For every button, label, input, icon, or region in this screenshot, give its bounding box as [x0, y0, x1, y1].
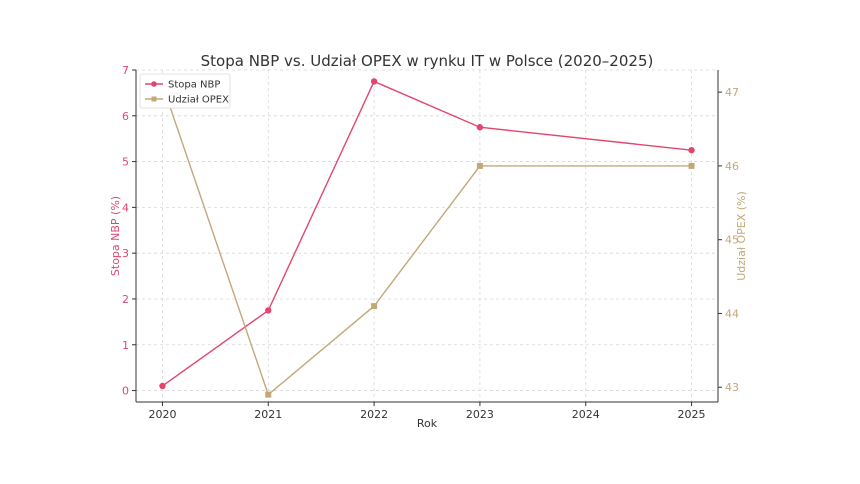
- x-tick-label: 2021: [254, 408, 282, 421]
- series-1-point: [265, 307, 272, 314]
- x-axis-label: Rok: [417, 417, 438, 430]
- legend-swatch-marker: [151, 96, 157, 102]
- legend-label: Udział OPEX: [168, 95, 229, 106]
- series-1-point: [476, 124, 484, 131]
- left-tick-label: 7: [122, 64, 129, 77]
- right-axis-label: Udział OPEX (%): [735, 191, 748, 281]
- left-tick-label: 1: [122, 339, 129, 352]
- series-layer: [159, 78, 695, 398]
- x-tick-label: 2024: [572, 408, 600, 421]
- series-2-point: [265, 391, 272, 398]
- left-tick-label: 4: [122, 201, 129, 214]
- x-tick-label: 2022: [360, 408, 388, 421]
- left-tick-label: 0: [122, 385, 129, 398]
- left-tick-label: 2: [122, 293, 129, 306]
- x-tick-label: 2020: [148, 408, 176, 421]
- left-tick-label: 6: [122, 110, 129, 123]
- legend-swatch-marker: [151, 81, 157, 87]
- series-1-point: [370, 78, 378, 85]
- left-tick-label: 5: [122, 156, 129, 169]
- left-axis-label: Stopa NBP (%): [109, 196, 122, 276]
- right-tick-label: 43: [725, 381, 739, 394]
- legend-label: Stopa NBP: [168, 80, 220, 91]
- series-2-point: [371, 303, 378, 310]
- series-2-point: [476, 162, 483, 169]
- right-tick-label: 45: [725, 234, 739, 247]
- series-line-1: [162, 80, 692, 387]
- series-1-point: [688, 146, 695, 154]
- right-tick-label: 47: [725, 86, 739, 99]
- left-tick-label: 3: [122, 247, 129, 260]
- legend: Stopa NBP Udział OPEX: [139, 73, 231, 109]
- series-line-2: [161, 84, 692, 396]
- right-tick-label: 46: [725, 160, 739, 173]
- series-2-point: [688, 162, 695, 169]
- chart-title: Stopa NBP vs. Udział OPEX w rynku IT w P…: [201, 52, 654, 70]
- series-1-point: [159, 382, 166, 390]
- x-tick-label: 2023: [466, 408, 494, 421]
- right-tick-label: 44: [725, 307, 739, 320]
- axes: 2020 2021 2022 2023 2024 20250123456743444546…: [122, 64, 739, 421]
- x-tick-label: 2025: [678, 408, 706, 421]
